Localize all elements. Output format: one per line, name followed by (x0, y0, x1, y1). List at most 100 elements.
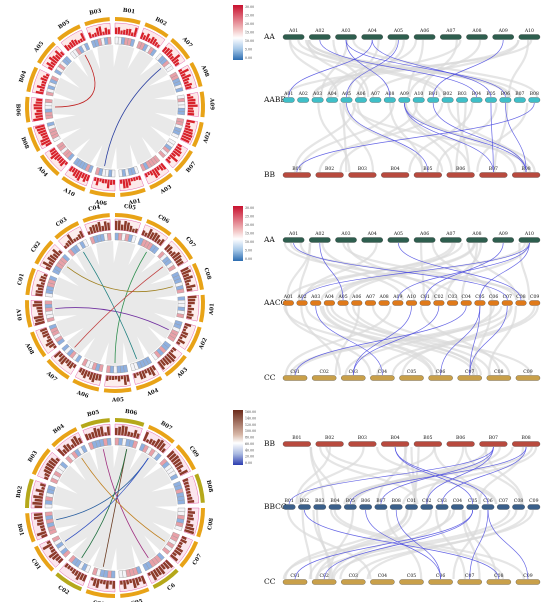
gap-spoke (144, 535, 161, 555)
density-bar (106, 179, 110, 189)
gap-spoke (72, 138, 91, 156)
heatmap-cell (46, 121, 55, 127)
heatmap-cell (149, 48, 157, 57)
synteny-link (54, 54, 96, 108)
chromosome-label: A10 (524, 231, 534, 237)
density-bar (123, 375, 128, 386)
heatmap-cell (161, 546, 171, 555)
background-ribbon (404, 102, 536, 173)
legend-tick-label: 0.00 (245, 56, 252, 60)
gap-spoke (149, 74, 171, 86)
gap-spoke (128, 244, 141, 266)
heatmap-cell (177, 507, 186, 513)
density-bar (187, 295, 197, 299)
background-ribbon (320, 242, 526, 301)
density-bar (67, 239, 72, 246)
density-bar (149, 231, 155, 240)
density-bar (175, 546, 184, 553)
density-bar (151, 365, 157, 371)
chromosome-bar (446, 441, 475, 447)
density-bar (178, 541, 183, 546)
density-bar (42, 332, 50, 338)
chromosome-bar (512, 172, 541, 178)
density-track (156, 346, 183, 372)
density-bar (32, 304, 43, 307)
chromosome-label: B08 (522, 435, 531, 441)
chromosome-bar (413, 34, 436, 40)
gap-spoke (147, 326, 166, 344)
chromosome-band (115, 418, 145, 427)
density-bar (49, 147, 56, 153)
density-bar (144, 33, 151, 42)
chromosome-band (39, 154, 60, 176)
density-bar (187, 110, 194, 113)
chromosome-label: A01 (288, 28, 298, 34)
chromosome-label: A09 (392, 294, 402, 300)
density-bar (128, 28, 132, 36)
density-bar (63, 245, 68, 250)
chromosome-label: A07 (370, 91, 380, 97)
density-bar (67, 44, 72, 50)
density-bar (45, 462, 55, 470)
density-bar (36, 85, 45, 90)
density-bar (139, 32, 145, 40)
chromosome-band (80, 418, 110, 429)
chromosome-band (115, 17, 141, 25)
chromosome-label: B06 (501, 91, 510, 97)
chromosome-bar (282, 375, 308, 381)
gap-spoke (90, 243, 100, 267)
background-ribbon (337, 242, 476, 301)
density-track (143, 162, 170, 185)
gap-spoke (129, 144, 138, 167)
density-bar (167, 53, 173, 59)
background-ribbon (455, 102, 467, 173)
chromosome-bar (389, 504, 403, 510)
density-bar (107, 222, 111, 231)
chromosome-label: A10 (14, 308, 22, 322)
chromosome-label: A06 (75, 390, 89, 400)
density-bar (109, 179, 113, 186)
density-bar (77, 39, 81, 44)
density-bar (68, 41, 74, 48)
density-bar (187, 517, 194, 521)
density-bar (177, 143, 183, 148)
synteny-link (64, 457, 149, 542)
density-bar (33, 516, 43, 520)
chromosome-label: C01 (290, 369, 299, 375)
chromosome-band (26, 66, 39, 93)
density-bar (32, 501, 43, 505)
density-bar (143, 369, 148, 374)
chromosome-band (115, 213, 143, 222)
chromosome-bar (282, 172, 311, 178)
chromosome-bar (527, 504, 541, 510)
density-bar (47, 256, 56, 264)
density-bar (109, 580, 112, 585)
density-bar (187, 304, 192, 308)
chromosome-label: B06 (456, 435, 465, 441)
density-bar (90, 431, 96, 439)
synteny-link (395, 509, 441, 580)
density-bar (98, 26, 103, 36)
density-bar (104, 432, 107, 436)
background-ribbon (402, 446, 538, 505)
density-bar (143, 232, 148, 237)
density-bar (40, 281, 45, 286)
chromosome-bar (513, 97, 526, 103)
heatmap-cell (131, 440, 139, 449)
density-bar (93, 32, 98, 37)
density-bar (45, 73, 50, 77)
chromosome-bar (399, 579, 424, 585)
background-ribbon (391, 305, 539, 376)
heatmap-cell (80, 444, 88, 454)
gap-spoke (150, 273, 173, 285)
chromosome-bar (309, 34, 331, 40)
heatmap-cell (116, 365, 121, 374)
density-bar (39, 278, 46, 283)
density-bar (48, 342, 56, 349)
synteny-link (440, 305, 481, 376)
density-bar (34, 112, 43, 116)
density-bar (53, 153, 61, 161)
density-bar (44, 472, 50, 478)
chromosome-bar (364, 300, 376, 306)
